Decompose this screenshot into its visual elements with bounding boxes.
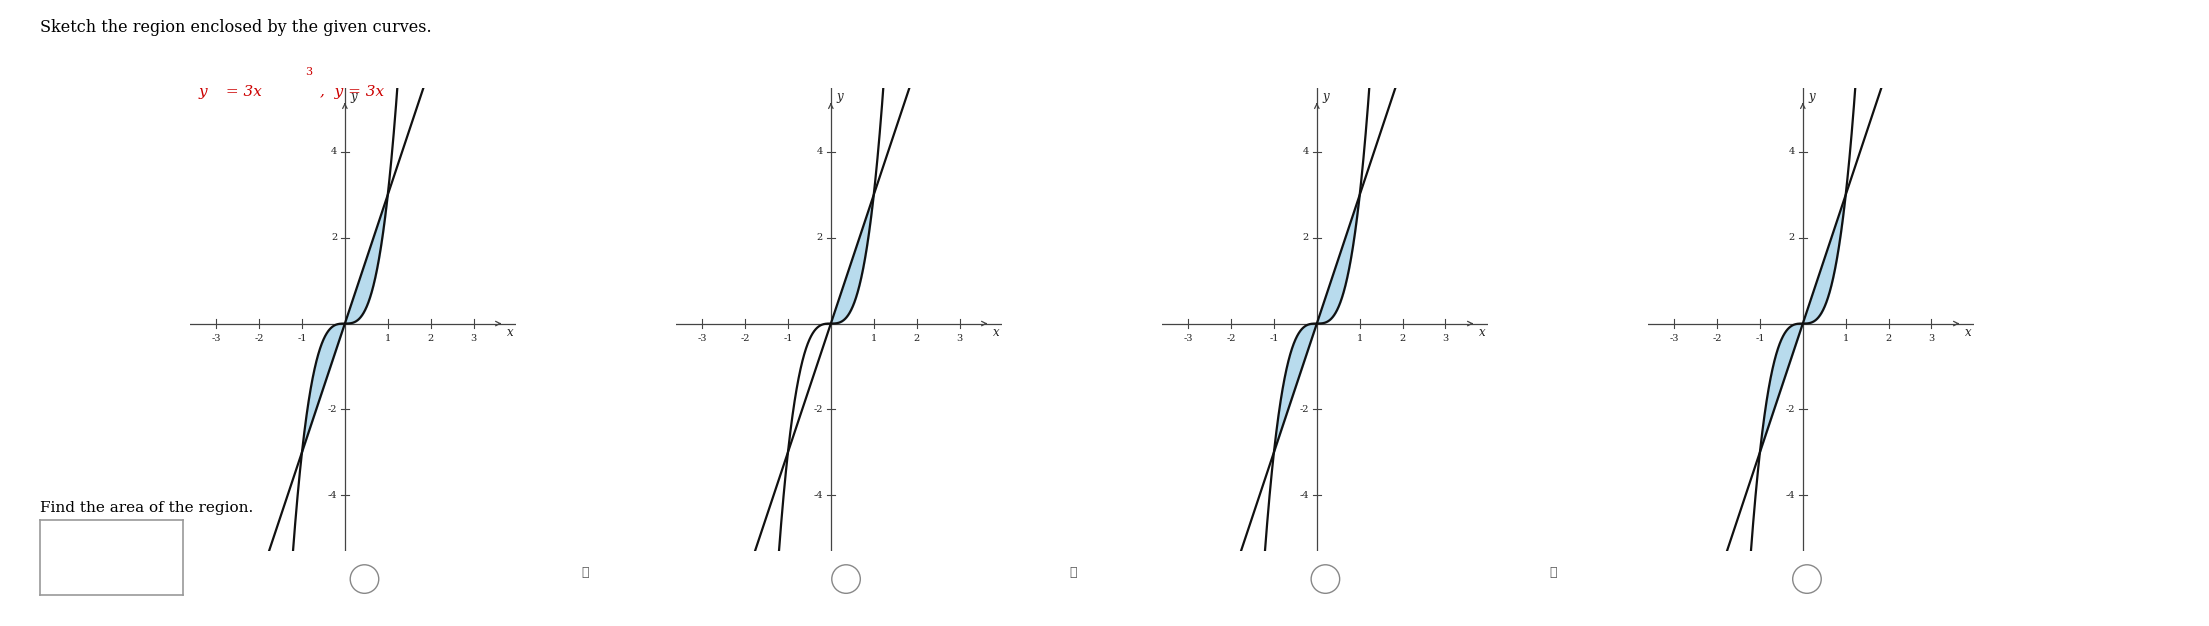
Text: ,  y = 3x: , y = 3x bbox=[320, 85, 384, 98]
Text: -3: -3 bbox=[1184, 334, 1193, 343]
Text: 2: 2 bbox=[331, 233, 338, 242]
Text: -1: -1 bbox=[298, 334, 307, 343]
Text: -3: -3 bbox=[1670, 334, 1679, 343]
Text: -2: -2 bbox=[1299, 405, 1310, 414]
Text: 2: 2 bbox=[1789, 233, 1796, 242]
Text: -1: -1 bbox=[1270, 334, 1279, 343]
Text: 3: 3 bbox=[305, 67, 311, 77]
Text: -3: -3 bbox=[698, 334, 707, 343]
Text: -4: -4 bbox=[327, 491, 338, 500]
Text: ⓘ: ⓘ bbox=[581, 567, 590, 579]
Text: ⓘ: ⓘ bbox=[1549, 567, 1557, 579]
Text: -4: -4 bbox=[1785, 491, 1796, 500]
Text: 2: 2 bbox=[429, 334, 433, 343]
Text: x: x bbox=[1478, 326, 1484, 339]
Text: Sketch the region enclosed by the given curves.: Sketch the region enclosed by the given … bbox=[40, 19, 431, 36]
Text: y: y bbox=[199, 85, 208, 98]
Text: -2: -2 bbox=[1712, 334, 1721, 343]
Text: ⓘ: ⓘ bbox=[1069, 567, 1078, 579]
Text: 3: 3 bbox=[956, 334, 963, 343]
Text: 4: 4 bbox=[1789, 148, 1796, 156]
Text: -2: -2 bbox=[254, 334, 263, 343]
Text: 1: 1 bbox=[1842, 334, 1849, 343]
Text: 1: 1 bbox=[384, 334, 391, 343]
Text: 2: 2 bbox=[1401, 334, 1405, 343]
Text: y: y bbox=[835, 90, 842, 103]
Text: Find the area of the region.: Find the area of the region. bbox=[40, 501, 254, 515]
Text: 3: 3 bbox=[1928, 334, 1935, 343]
Text: = 3x: = 3x bbox=[221, 85, 263, 98]
Text: -1: -1 bbox=[784, 334, 793, 343]
Text: -4: -4 bbox=[813, 491, 824, 500]
Text: x: x bbox=[506, 326, 512, 339]
Text: x: x bbox=[1964, 326, 1970, 339]
Text: -2: -2 bbox=[813, 405, 824, 414]
Text: y: y bbox=[1321, 90, 1328, 103]
Text: 4: 4 bbox=[331, 148, 338, 156]
Text: -2: -2 bbox=[740, 334, 749, 343]
Text: 1: 1 bbox=[870, 334, 877, 343]
Text: -2: -2 bbox=[1226, 334, 1235, 343]
Text: 2: 2 bbox=[1303, 233, 1310, 242]
Text: -4: -4 bbox=[1299, 491, 1310, 500]
Text: 2: 2 bbox=[817, 233, 824, 242]
Text: -1: -1 bbox=[1756, 334, 1765, 343]
Text: 3: 3 bbox=[1442, 334, 1449, 343]
Text: -3: -3 bbox=[212, 334, 221, 343]
Text: 4: 4 bbox=[1303, 148, 1310, 156]
Text: x: x bbox=[992, 326, 998, 339]
Text: 1: 1 bbox=[1356, 334, 1363, 343]
Text: 4: 4 bbox=[817, 148, 824, 156]
Text: 2: 2 bbox=[915, 334, 919, 343]
Text: -2: -2 bbox=[1785, 405, 1796, 414]
Text: y: y bbox=[349, 90, 356, 103]
Text: 3: 3 bbox=[471, 334, 477, 343]
Text: 2: 2 bbox=[1886, 334, 1891, 343]
Text: -2: -2 bbox=[327, 405, 338, 414]
Text: y: y bbox=[1807, 90, 1814, 103]
